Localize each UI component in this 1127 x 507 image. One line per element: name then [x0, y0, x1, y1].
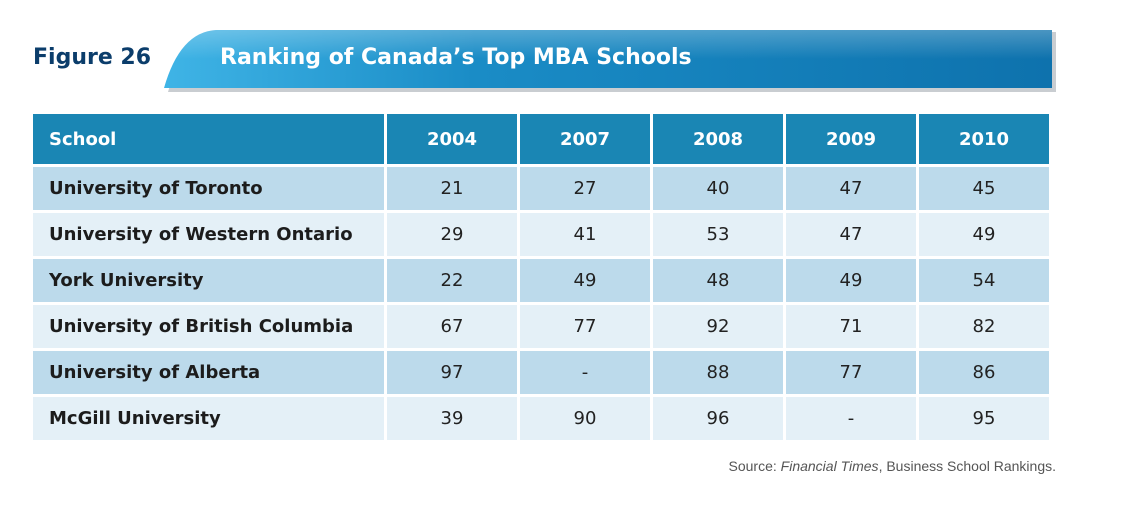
rank-cell: -	[786, 397, 916, 440]
source-publication: Financial Times	[780, 458, 879, 474]
rank-cell: 22	[387, 259, 517, 302]
column-header-2009: 2009	[786, 114, 916, 164]
table-row: University of Alberta 97 - 88 77 86	[33, 351, 1049, 394]
table-row: University of British Columbia 67 77 92 …	[33, 305, 1049, 348]
table-row: McGill University 39 90 96 - 95	[33, 397, 1049, 440]
source-note: Source: Financial Times, Business School…	[729, 458, 1056, 474]
rank-cell: 49	[786, 259, 916, 302]
rank-cell: 95	[919, 397, 1049, 440]
rank-cell: 97	[387, 351, 517, 394]
rank-cell: 49	[919, 213, 1049, 256]
source-suffix: , Business School Rankings.	[878, 458, 1056, 474]
banner-title: Ranking of Canada’s Top MBA Schools	[220, 45, 692, 70]
ranking-table: School 2004 2007 2008 2009 2010 Universi…	[30, 111, 1052, 443]
rank-cell: 53	[653, 213, 783, 256]
school-name-cell: McGill University	[33, 397, 384, 440]
school-name-cell: University of Alberta	[33, 351, 384, 394]
banner-shape	[164, 30, 1056, 92]
rank-cell: 88	[653, 351, 783, 394]
column-header-school: School	[33, 114, 384, 164]
table-row: York University 22 49 48 49 54	[33, 259, 1049, 302]
rank-cell: 54	[919, 259, 1049, 302]
rank-cell: 92	[653, 305, 783, 348]
rank-cell: 71	[786, 305, 916, 348]
rank-cell: 67	[387, 305, 517, 348]
rank-cell: -	[520, 351, 650, 394]
rank-cell: 45	[919, 167, 1049, 210]
rank-cell: 39	[387, 397, 517, 440]
figure-label: Figure 26	[33, 45, 152, 70]
source-prefix: Source:	[728, 458, 781, 474]
table-row: University of Toronto 21 27 40 47 45	[33, 167, 1049, 210]
rank-cell: 90	[520, 397, 650, 440]
column-header-2004: 2004	[387, 114, 517, 164]
school-name-cell: University of Toronto	[33, 167, 384, 210]
school-name-cell: York University	[33, 259, 384, 302]
table-row: University of Western Ontario 29 41 53 4…	[33, 213, 1049, 256]
rank-cell: 48	[653, 259, 783, 302]
column-header-2008: 2008	[653, 114, 783, 164]
rank-cell: 41	[520, 213, 650, 256]
rank-cell: 40	[653, 167, 783, 210]
rank-cell: 21	[387, 167, 517, 210]
school-name-cell: University of Western Ontario	[33, 213, 384, 256]
column-header-2010: 2010	[919, 114, 1049, 164]
rank-cell: 77	[786, 351, 916, 394]
title-banner: Ranking of Canada’s Top MBA Schools	[160, 30, 1056, 92]
rank-cell: 96	[653, 397, 783, 440]
rank-cell: 47	[786, 213, 916, 256]
rank-cell: 27	[520, 167, 650, 210]
school-name-cell: University of British Columbia	[33, 305, 384, 348]
table-header-row: School 2004 2007 2008 2009 2010	[33, 114, 1049, 164]
rank-cell: 86	[919, 351, 1049, 394]
column-header-2007: 2007	[520, 114, 650, 164]
rank-cell: 47	[786, 167, 916, 210]
rank-cell: 82	[919, 305, 1049, 348]
rank-cell: 29	[387, 213, 517, 256]
rank-cell: 49	[520, 259, 650, 302]
rank-cell: 77	[520, 305, 650, 348]
